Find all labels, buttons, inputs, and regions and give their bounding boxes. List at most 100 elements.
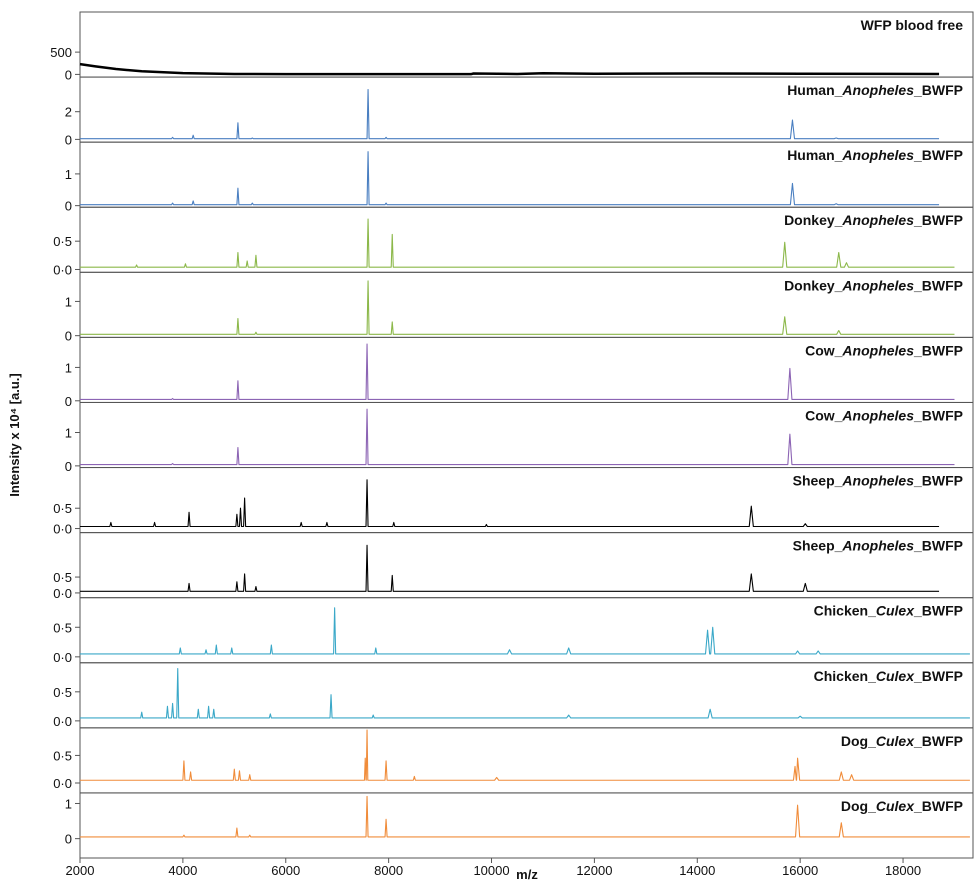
title-part: Anopheles	[841, 82, 914, 98]
x-tick-label: 8000	[374, 863, 403, 878]
title-part: Dog_	[841, 798, 876, 814]
x-tick-label: 2000	[66, 863, 95, 878]
panel-title: Sheep_Anopheles_BWFP	[793, 538, 963, 554]
title-part: _BWFP	[913, 342, 963, 358]
title-part: Culex	[876, 603, 915, 619]
y-tick-label: 0	[65, 132, 72, 147]
spectrum-line	[80, 795, 970, 838]
title-part: _BWFP	[913, 82, 963, 98]
title-part: Cow_	[805, 342, 843, 358]
y-tick-label: 500	[50, 45, 72, 60]
y-tick-label: 1	[65, 796, 72, 811]
title-part: Anopheles	[841, 538, 914, 554]
title-part: Anopheles	[841, 277, 914, 293]
title-part: Sheep_	[793, 473, 843, 489]
title-part: _BWFP	[913, 473, 963, 489]
panel-title: Human_Anopheles_BWFP	[787, 147, 963, 163]
title-part: _BWFP	[913, 407, 963, 423]
spectrum-line	[80, 343, 955, 401]
panel-frame	[79, 11, 974, 78]
panel-title: Donkey_Anopheles_BWFP	[784, 212, 963, 228]
y-tick-label: 0·0	[53, 776, 72, 791]
spectrum-line	[79, 62, 940, 76]
spectrum-line	[80, 151, 940, 206]
title-part: Donkey_	[784, 277, 843, 293]
y-tick-label: 1	[65, 167, 72, 182]
y-tick-label: 0	[65, 199, 72, 214]
panel-frame	[79, 727, 974, 794]
x-tick-label: 6000	[271, 863, 300, 878]
y-tick-label: 0	[65, 329, 72, 344]
y-tick-label: 1	[65, 425, 72, 440]
title-part: Culex	[876, 798, 915, 814]
title-part: Culex	[876, 668, 915, 684]
y-tick-label: 0·5	[53, 234, 72, 249]
panel-title: Dog_Culex_BWFP	[841, 798, 963, 814]
spectrum-line	[80, 280, 955, 335]
title-part: _BWFP	[913, 668, 963, 684]
y-tick-label: 2	[65, 105, 72, 120]
y-tick-label: 0·5	[53, 748, 72, 763]
y-tick-label: 0	[65, 394, 72, 409]
y-tick-label: 0·5	[53, 501, 72, 516]
y-tick-label: 0·0	[53, 586, 72, 601]
title-part: Human_	[787, 147, 842, 163]
title-part: _BWFP	[913, 277, 963, 293]
spectrum-line	[80, 607, 970, 655]
panel-frame	[79, 792, 974, 859]
title-part: Anopheles	[841, 212, 914, 228]
spectrum-line	[80, 729, 970, 781]
y-tick-label: 0·0	[53, 522, 72, 537]
title-part: Human_	[787, 82, 842, 98]
spectrum-line	[80, 88, 940, 140]
y-tick-label: 0·5	[53, 685, 72, 700]
panel-title: WFP blood free	[861, 17, 964, 33]
title-part: _BWFP	[913, 212, 963, 228]
y-axis-label: Intensity x 10⁴ [a.u.]	[7, 373, 22, 496]
panel-title: Cow_Anopheles_BWFP	[805, 342, 963, 358]
title-part: _BWFP	[913, 147, 963, 163]
title-part: _BWFP	[913, 733, 963, 749]
x-axis-label: m/z	[516, 867, 538, 882]
title-part: Anopheles	[841, 473, 914, 489]
title-part: Sheep_	[793, 538, 843, 554]
y-tick-label: 0	[65, 459, 72, 474]
y-tick-label: 0	[65, 832, 72, 847]
x-tick-label: 10000	[473, 863, 509, 878]
y-tick-label: 0·0	[53, 650, 72, 665]
y-tick-label: 1	[65, 294, 72, 309]
title-part: _BWFP	[913, 603, 963, 619]
title-part: Dog_	[841, 733, 876, 749]
panel-title: Chicken_Culex_BWFP	[814, 603, 963, 619]
x-tick-label: 4000	[168, 863, 197, 878]
x-tick-label: 12000	[576, 863, 612, 878]
panel-title: Dog_Culex_BWFP	[841, 733, 963, 749]
panel-title: Sheep_Anopheles_BWFP	[793, 473, 963, 489]
y-tick-label: 0·5	[53, 620, 72, 635]
title-part: Donkey_	[784, 212, 843, 228]
title-part: Chicken_	[814, 603, 876, 619]
title-part: _BWFP	[913, 798, 963, 814]
y-tick-label: 0·0	[53, 262, 72, 277]
title-part: Anopheles	[841, 342, 914, 358]
spectrum-line	[80, 544, 940, 592]
y-tick-label: 0·5	[53, 570, 72, 585]
x-tick-label: 16000	[782, 863, 818, 878]
title-part: Cow_	[805, 407, 843, 423]
title-part: Chicken_	[814, 668, 876, 684]
panel-title: Donkey_Anopheles_BWFP	[784, 277, 963, 293]
y-tick-label: 1	[65, 360, 72, 375]
title-part: _BWFP	[913, 538, 963, 554]
spectrum-line	[80, 668, 970, 719]
panel-title: Human_Anopheles_BWFP	[787, 82, 963, 98]
y-tick-label: 0·0	[53, 714, 72, 729]
panel-title: Cow_Anopheles_BWFP	[805, 407, 963, 423]
title-part: Anopheles	[841, 147, 914, 163]
x-tick-label: 18000	[885, 863, 921, 878]
title-part: Culex	[876, 733, 915, 749]
panel-title: Chicken_Culex_BWFP	[814, 668, 963, 684]
spectrum-line	[80, 218, 955, 268]
title-part: Anopheles	[841, 407, 914, 423]
spectrum-line	[80, 479, 940, 528]
